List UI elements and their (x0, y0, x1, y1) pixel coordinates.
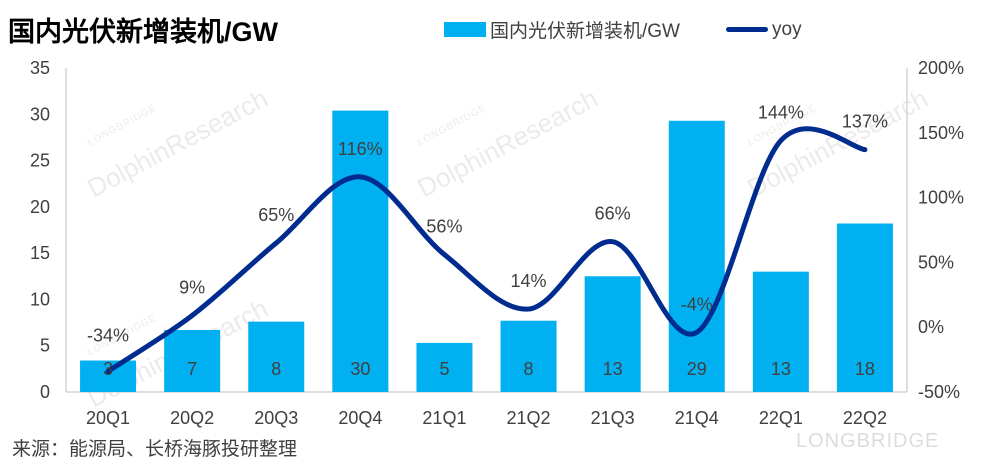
y-right-tick-label: 50% (918, 252, 954, 272)
y-right-tick-label: 200% (918, 58, 964, 78)
x-tick-label: 20Q4 (338, 408, 382, 428)
bar (332, 110, 389, 392)
chart-title: 国内光伏新增装机/GW (8, 17, 278, 47)
legend-item-line: yoy (726, 19, 802, 41)
bar-value-label: 7 (187, 359, 197, 379)
y-left-tick-label: 30 (30, 104, 50, 124)
bar (752, 271, 809, 392)
x-tick-label: 20Q1 (86, 408, 130, 428)
legend-bar-swatch (444, 22, 486, 37)
x-tick-label: 22Q2 (843, 408, 887, 428)
bar (248, 321, 305, 392)
x-tick-label: 21Q4 (675, 408, 719, 428)
bar-value-label: 13 (603, 359, 623, 379)
legend-bar-label: 国内光伏新增装机/GW (490, 21, 680, 42)
bar (80, 360, 137, 392)
y-right-tick-label: 100% (918, 188, 964, 208)
brand-logo: LONGBRIDGE (796, 430, 940, 452)
yoy-line (105, 126, 868, 374)
x-tick-label: 21Q2 (507, 408, 551, 428)
yoy-value-label: -4% (681, 294, 713, 314)
y-right-tick-label: -50% (918, 382, 960, 402)
legend: 国内光伏新增装机/GW yoy (444, 16, 848, 43)
x-tick-label: 20Q2 (170, 408, 214, 428)
legend-item-bars: 国内光伏新增装机/GW (444, 16, 680, 43)
legend-line-label: yoy (772, 18, 802, 40)
y-right-tick-label: 0% (918, 317, 944, 337)
y-right-tick-label: 150% (918, 123, 964, 143)
bar-value-label: 8 (271, 359, 281, 379)
bar (164, 329, 221, 392)
yoy-value-label: -34% (87, 325, 129, 345)
yoy-value-label: 66% (595, 204, 631, 224)
legend-line-swatch (726, 27, 768, 32)
bar-value-label: 3 (103, 359, 113, 379)
bar-value-label: 13 (771, 359, 791, 379)
bar (500, 320, 557, 392)
yoy-value-label: 116% (338, 139, 383, 159)
yoy-value-label: 137% (842, 112, 888, 132)
bar-value-label: 5 (439, 359, 449, 379)
x-tick-label: 21Q3 (591, 408, 635, 428)
bar-value-label: 30 (350, 359, 370, 379)
bar-value-label: 18 (855, 359, 875, 379)
y-left-tick-label: 10 (30, 289, 50, 309)
y-left-tick-label: 20 (30, 197, 50, 217)
bar-value-label: 29 (687, 359, 707, 379)
y-left-tick-label: 0 (40, 382, 50, 402)
yoy-value-label: 144% (758, 103, 804, 123)
source-note: 来源：能源局、长桥海豚投研整理 (12, 439, 298, 460)
x-tick-label: 20Q3 (254, 408, 298, 428)
bar (584, 276, 641, 392)
yoy-value-label: 14% (511, 271, 547, 291)
yoy-value-label: 56% (426, 217, 462, 237)
bar (836, 223, 893, 392)
y-left-tick-label: 25 (30, 151, 50, 171)
bar (416, 342, 473, 392)
bar (668, 120, 725, 392)
y-left-tick-label: 15 (30, 243, 50, 263)
yoy-value-label: 9% (179, 278, 205, 298)
x-tick-label: 21Q1 (422, 408, 466, 428)
y-left-tick-label: 35 (30, 58, 50, 78)
yoy-value-label: 65% (258, 205, 294, 225)
bar-value-label: 8 (524, 359, 534, 379)
y-left-tick-label: 5 (40, 336, 50, 356)
x-tick-label: 22Q1 (759, 408, 803, 428)
